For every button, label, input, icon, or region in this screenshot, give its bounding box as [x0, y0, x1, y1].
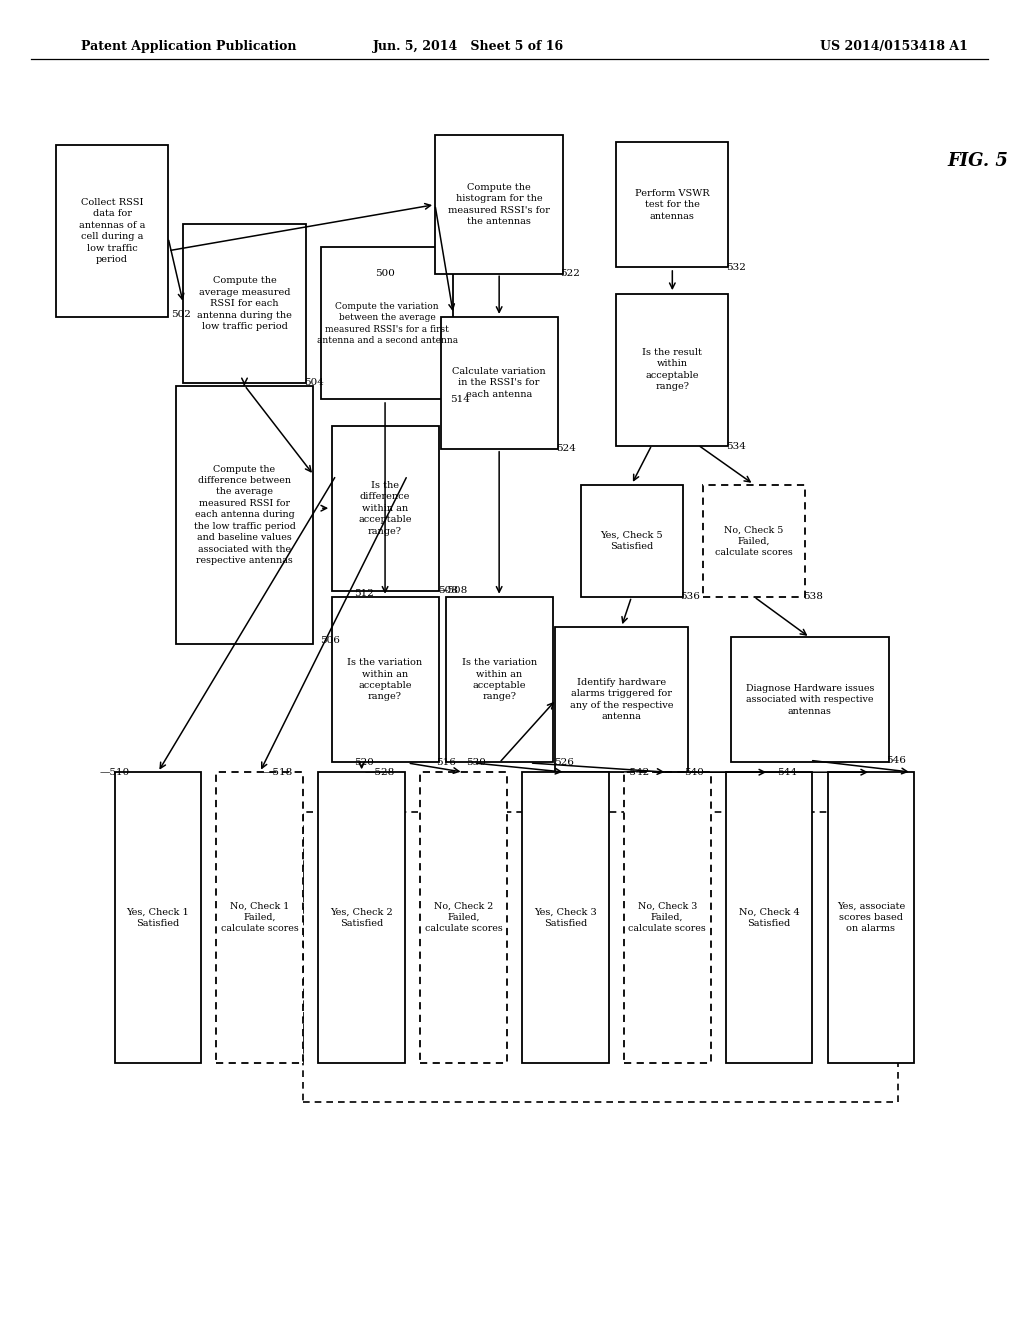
Text: 524: 524	[556, 445, 577, 453]
Text: 516: 516	[436, 759, 456, 767]
Text: 522: 522	[560, 269, 581, 277]
Text: No, Check 5
Failed,
calculate scores: No, Check 5 Failed, calculate scores	[715, 525, 793, 557]
Text: 512: 512	[354, 590, 375, 598]
Bar	[624, 772, 711, 1063]
Bar	[827, 772, 914, 1063]
Bar	[440, 317, 558, 449]
Bar	[616, 143, 728, 267]
Text: Yes, Check 3
Satisfied: Yes, Check 3 Satisfied	[534, 907, 597, 928]
Text: 514: 514	[451, 396, 470, 404]
Text: No, Check 1
Failed,
calculate scores: No, Check 1 Failed, calculate scores	[221, 902, 299, 933]
Text: Yes, Check 2
Satisfied: Yes, Check 2 Satisfied	[331, 907, 393, 928]
Text: Compute the
average measured
RSSI for each
antenna during the
low traffic period: Compute the average measured RSSI for ea…	[197, 276, 292, 331]
Bar	[332, 425, 438, 591]
Text: Is the variation
within an
acceptable
range?: Is the variation within an acceptable ra…	[347, 659, 423, 701]
Text: 502: 502	[171, 310, 191, 318]
Bar	[445, 597, 553, 763]
Bar	[332, 597, 438, 763]
Text: Identify hardware
alarms triggered for
any of the respective
antenna: Identify hardware alarms triggered for a…	[569, 678, 673, 721]
Text: 520: 520	[354, 759, 375, 767]
Text: —518: —518	[263, 768, 293, 776]
Text: 538: 538	[803, 593, 822, 601]
Bar	[176, 385, 313, 644]
Text: Calculate variation
in the RSSI's for
each antenna: Calculate variation in the RSSI's for ea…	[453, 367, 546, 399]
Text: 530: 530	[467, 759, 486, 767]
Text: Compute the variation
between the average
measured RSSI's for a first
antenna an: Compute the variation between the averag…	[316, 302, 458, 345]
Text: Jun. 5, 2014   Sheet 5 of 16: Jun. 5, 2014 Sheet 5 of 16	[373, 40, 564, 53]
Bar	[581, 486, 683, 597]
Text: Diagnose Hardware issues
associated with respective
antennas: Diagnose Hardware issues associated with…	[745, 684, 874, 715]
Text: 534: 534	[726, 442, 746, 450]
Text: US 2014/0153418 A1: US 2014/0153418 A1	[820, 40, 968, 53]
Text: Is the result
within
acceptable
range?: Is the result within acceptable range?	[642, 348, 702, 391]
Text: Yes, Check 5
Satisfied: Yes, Check 5 Satisfied	[600, 531, 663, 552]
Text: No, Check 3
Failed,
calculate scores: No, Check 3 Failed, calculate scores	[629, 902, 707, 933]
Bar	[435, 136, 563, 275]
Text: Compute the
difference between
the average
measured RSSI for
each antenna during: Compute the difference between the avera…	[194, 465, 295, 565]
Bar	[216, 772, 303, 1063]
Text: No, Check 4
Satisfied: No, Check 4 Satisfied	[738, 907, 800, 928]
Text: 526: 526	[554, 759, 574, 767]
Text: Yes, Check 1
Satisfied: Yes, Check 1 Satisfied	[127, 907, 189, 928]
Text: Patent Application Publication: Patent Application Publication	[82, 40, 297, 53]
Text: —510: —510	[99, 768, 130, 776]
Text: FIG. 5: FIG. 5	[947, 152, 1009, 170]
Bar	[318, 772, 404, 1063]
Bar	[616, 294, 728, 446]
Text: 506: 506	[319, 636, 340, 644]
Text: Is the variation
within an
acceptable
range?: Is the variation within an acceptable ra…	[462, 659, 537, 701]
Text: Is the
difference
within an
acceptable
range?: Is the difference within an acceptable r…	[358, 480, 412, 536]
Text: 544: 544	[777, 768, 797, 776]
Bar	[555, 627, 687, 772]
Text: Yes, associate
scores based
on alarms: Yes, associate scores based on alarms	[837, 902, 905, 933]
Text: Compute the
histogram for the
measured RSSI's for
the antennas: Compute the histogram for the measured R…	[449, 183, 550, 226]
Bar	[731, 638, 889, 763]
Text: No, Check 2
Failed,
calculate scores: No, Check 2 Failed, calculate scores	[425, 902, 503, 933]
Text: 532: 532	[726, 264, 746, 272]
Text: 546: 546	[886, 756, 906, 764]
Bar	[183, 224, 305, 383]
Text: Perform VSWR
test for the
antennas: Perform VSWR test for the antennas	[635, 189, 710, 220]
Text: 500: 500	[375, 269, 394, 277]
Bar	[522, 772, 608, 1063]
Text: Collect RSSI
data for
antennas of a
cell during a
low traffic
period: Collect RSSI data for antennas of a cell…	[79, 198, 145, 264]
Bar	[726, 772, 812, 1063]
Bar	[702, 486, 805, 597]
Bar	[115, 772, 201, 1063]
Bar	[321, 248, 454, 399]
Text: 508: 508	[438, 586, 458, 594]
Bar	[420, 772, 507, 1063]
Text: —528: —528	[365, 768, 395, 776]
Text: —508: —508	[438, 586, 468, 594]
Bar	[56, 145, 168, 317]
Text: —542: —542	[620, 768, 649, 776]
Bar	[302, 812, 898, 1102]
Text: 540: 540	[685, 768, 705, 776]
Text: 504: 504	[303, 379, 324, 387]
Text: 536: 536	[681, 593, 700, 601]
